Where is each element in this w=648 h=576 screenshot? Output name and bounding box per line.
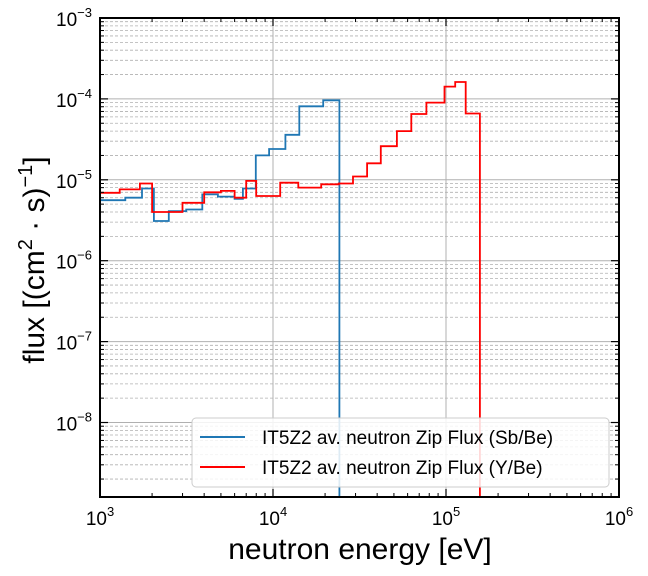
legend: IT5Z2 av. neutron Zip Flux (Sb/Be) IT5Z2… [191, 417, 610, 488]
y-tick-label: 10−3 [56, 5, 92, 31]
tick-labels: 10−8 10−7 10−6 10−5 10−4 10−3 103 104 105 106 [56, 5, 633, 530]
legend-label-sb-be: IT5Z2 av. neutron Zip Flux (Sb/Be) [262, 428, 553, 449]
legend-label-y-be: IT5Z2 av. neutron Zip Flux (Y/Be) [262, 458, 543, 479]
y-tick-label: 10−5 [56, 167, 92, 193]
x-axis-title: neutron energy [eV] [228, 533, 492, 566]
axis-ticks [99, 17, 620, 497]
series-layer [100, 81, 481, 497]
plot-frame [99, 17, 620, 498]
y-axis-title: flux [(cm2 · s)−1] [15, 156, 51, 363]
y-tick-label: 10−6 [56, 248, 92, 274]
x-tick-label: 106 [605, 504, 633, 530]
series-line-y-be [100, 81, 481, 497]
y-tick-label: 10−8 [56, 410, 92, 436]
x-tick-label: 103 [86, 504, 114, 530]
x-tick-label: 104 [259, 504, 287, 530]
y-tick-label: 10−7 [56, 329, 92, 355]
x-tick-label: 105 [432, 504, 460, 530]
legend-box [191, 417, 610, 488]
y-tick-label: 10−4 [56, 86, 92, 112]
